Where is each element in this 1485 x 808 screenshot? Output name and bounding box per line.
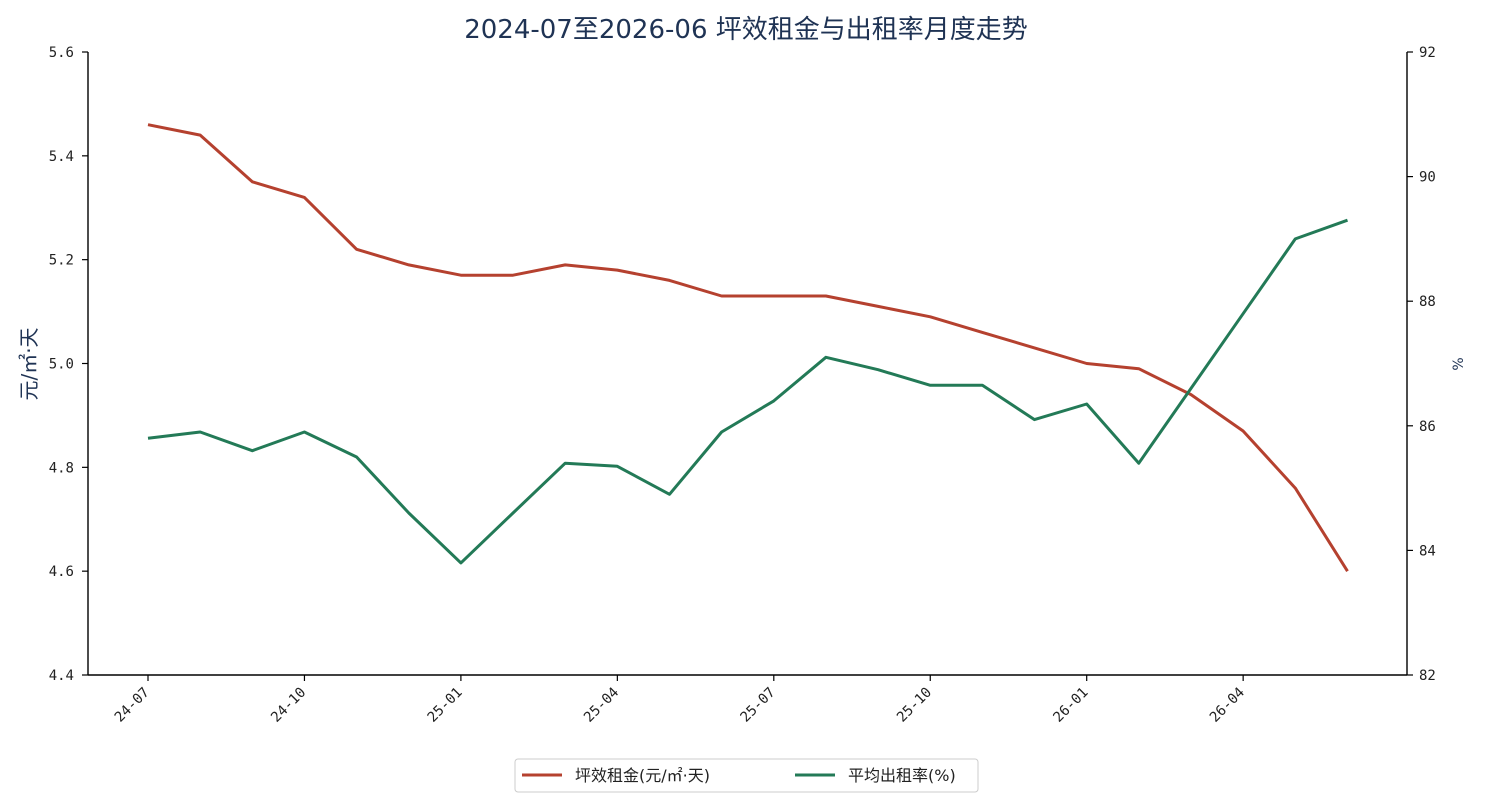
x-tick-label: 25-04 — [581, 685, 622, 726]
x-tick-label: 25-01 — [425, 685, 466, 726]
chart-title: 2024-07至2026-06 坪效租金与出租率月度走势 — [464, 15, 1028, 45]
left-tick-label: 5.6 — [49, 45, 74, 61]
series-line-2 — [147, 218, 1349, 565]
legend-box — [514, 758, 979, 793]
left-axis-title: 元/㎡·天 — [17, 327, 41, 400]
legend-label-1: 坪效租金(元/㎡·天) — [575, 766, 710, 785]
series-line-1 — [147, 123, 1349, 572]
right-axis-ticks: 82 84 86 88 90 92 — [1407, 45, 1436, 684]
right-tick-label: 90 — [1419, 170, 1436, 186]
x-axis-ticks: 24-07 24-10 25-01 25-04 25-07 25-10 26-01 26-04 — [112, 675, 1248, 726]
x-tick-label: 25-10 — [894, 685, 935, 726]
right-tick-label: 88 — [1419, 294, 1436, 310]
legend-label-2: 平均出租率(%) — [848, 766, 956, 785]
legend: 坪效租金(元/㎡·天) 平均出租率(%) — [514, 758, 979, 793]
left-tick-label: 5.2 — [49, 253, 74, 269]
left-axis-ticks: 4.4 4.6 4.8 5.0 5.2 5.4 5.6 — [49, 45, 88, 684]
x-tick-label: 26-04 — [1207, 685, 1248, 726]
right-tick-label: 84 — [1419, 543, 1436, 559]
left-tick-label: 5.4 — [49, 149, 74, 165]
x-tick-label: 24-07 — [112, 685, 153, 726]
left-tick-label: 4.6 — [49, 564, 74, 580]
left-tick-label: 4.8 — [49, 460, 74, 476]
right-tick-label: 82 — [1419, 668, 1436, 684]
right-tick-label: 92 — [1419, 45, 1436, 61]
x-tick-label: 24-10 — [268, 685, 309, 726]
left-tick-label: 5.0 — [49, 357, 74, 373]
series-lines — [147, 123, 1349, 572]
right-tick-label: 86 — [1419, 419, 1436, 435]
x-tick-label: 26-01 — [1050, 685, 1091, 726]
left-tick-label: 4.4 — [49, 668, 74, 684]
x-tick-label: 25-07 — [738, 685, 779, 726]
right-axis-title: % — [1451, 357, 1467, 370]
